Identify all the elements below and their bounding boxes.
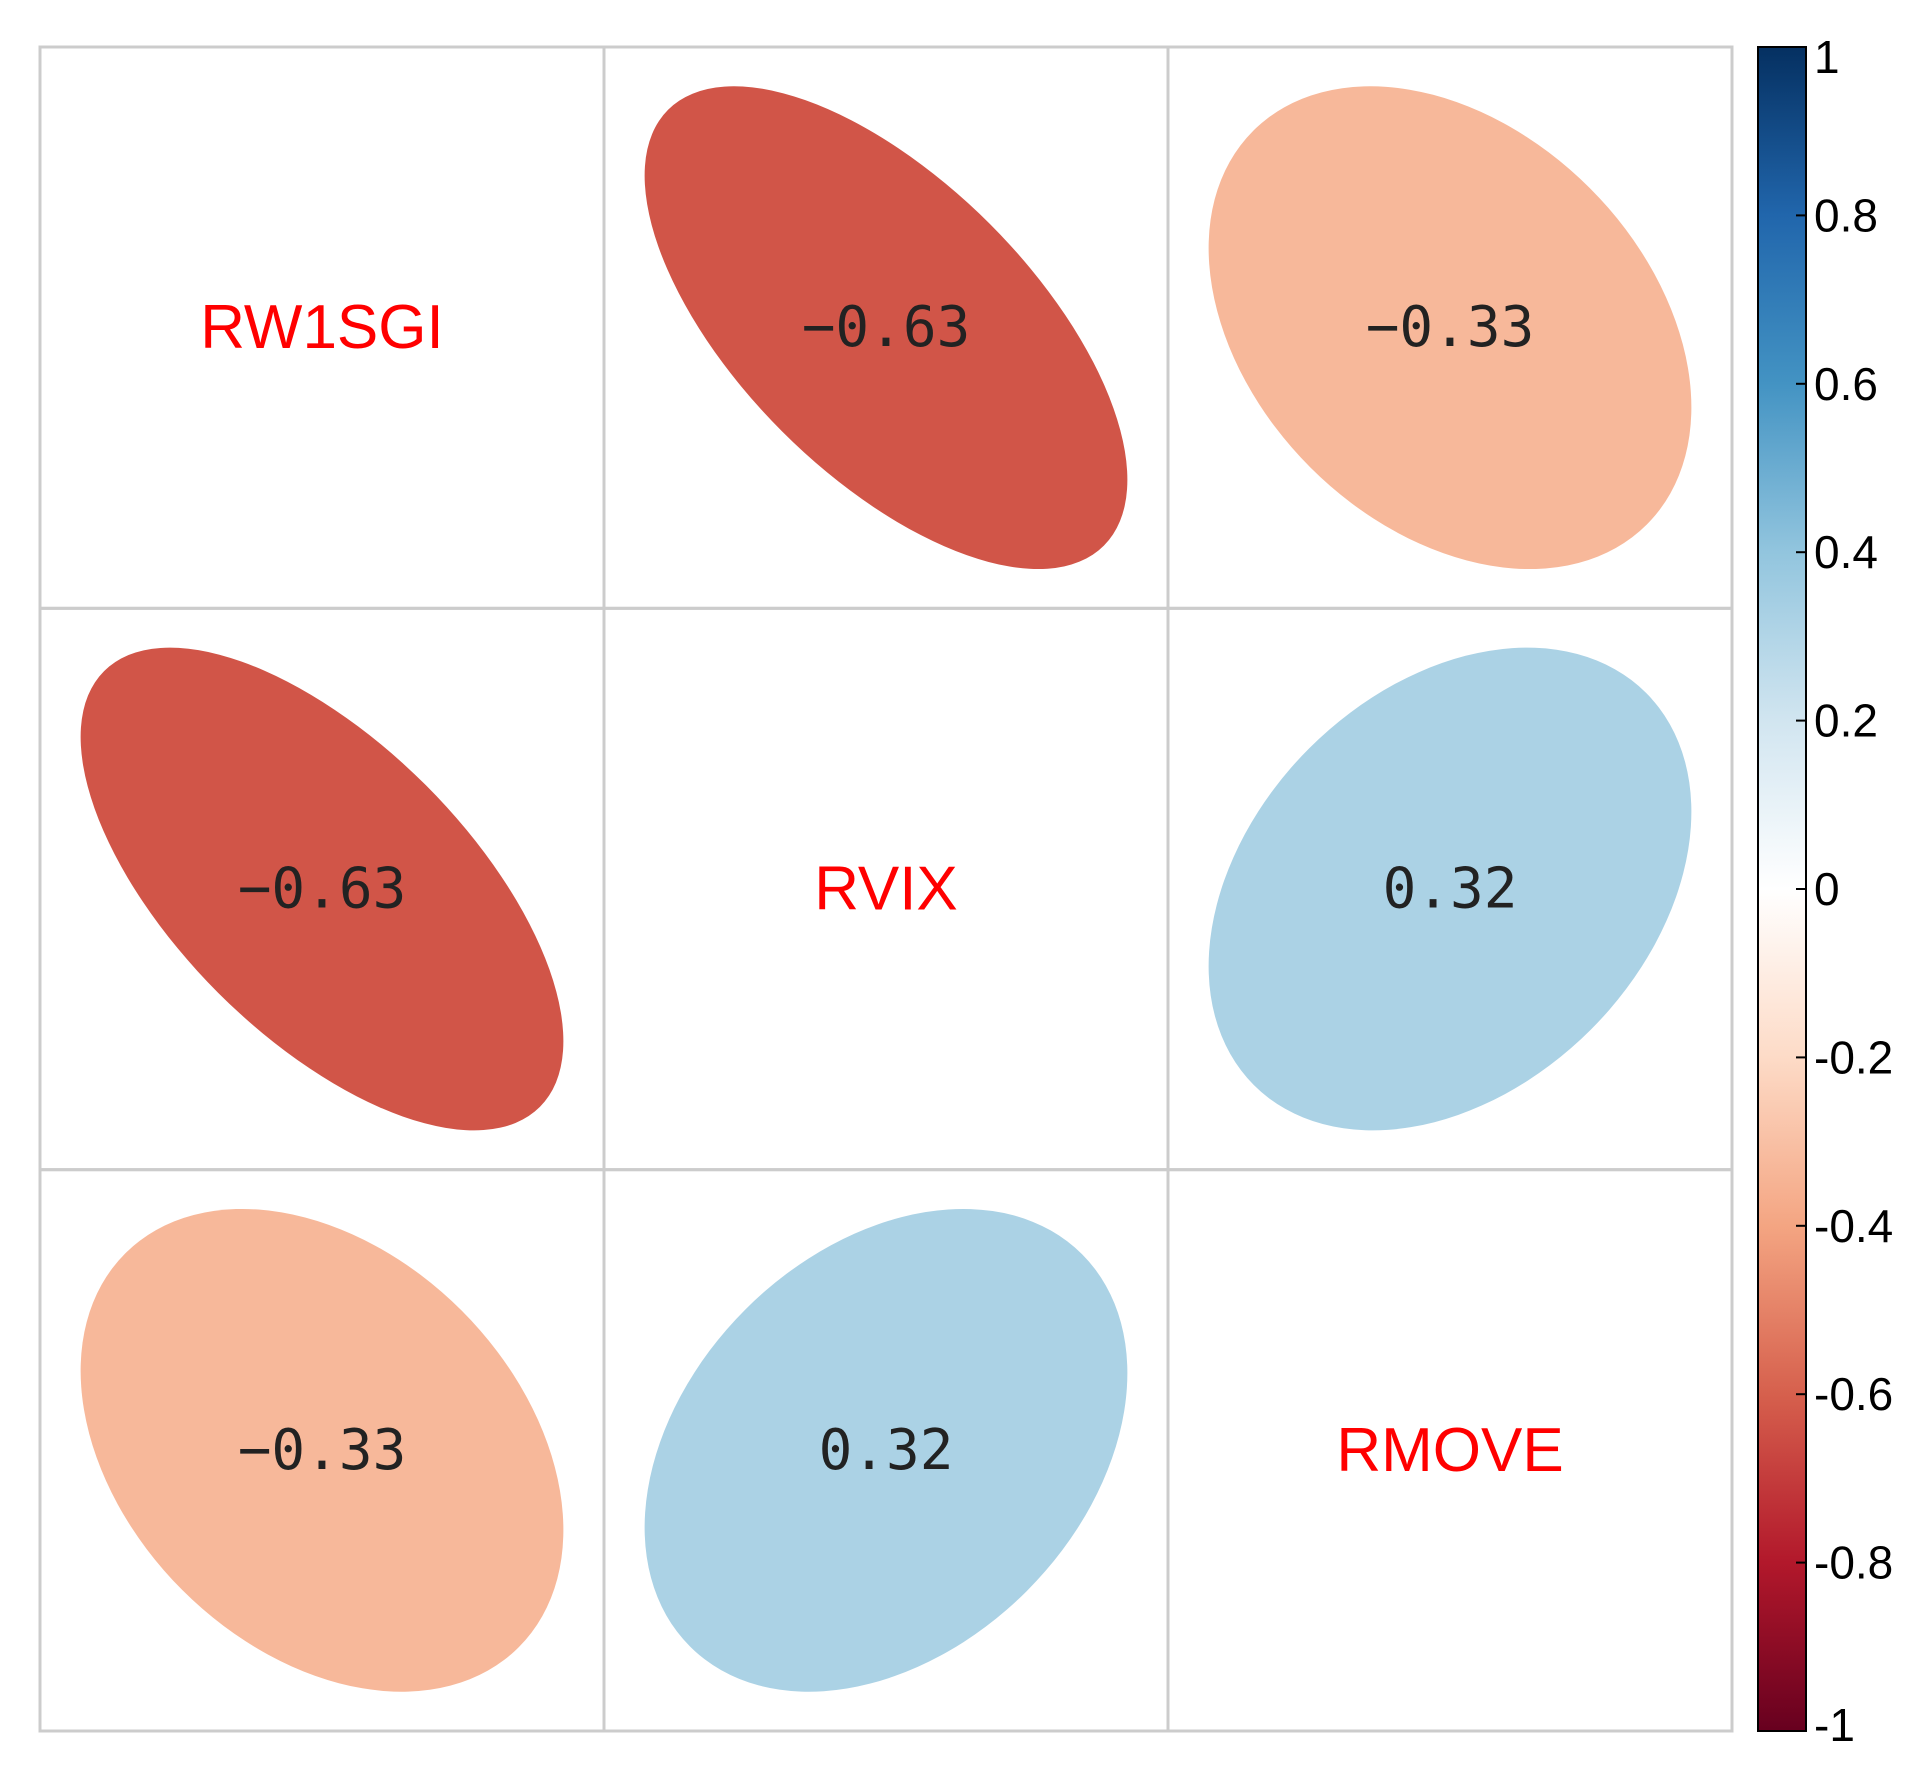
variable-label: RW1SGI bbox=[200, 293, 443, 362]
coefficient-label: −0.63 bbox=[802, 295, 971, 360]
colorbar-tick-label: -0.8 bbox=[1814, 1537, 1893, 1589]
coefficient-label: −0.63 bbox=[238, 857, 407, 922]
grid-cell bbox=[1166, 1168, 1734, 1733]
variable-label: RVIX bbox=[814, 855, 958, 924]
colorbar-tick-label: 0.8 bbox=[1814, 189, 1878, 241]
colorbar-tick-label: -0.6 bbox=[1814, 1368, 1893, 1420]
coefficient-label: −0.33 bbox=[1366, 295, 1535, 360]
colorbar-tick-label: 0.6 bbox=[1814, 358, 1878, 410]
correlation-ellipse bbox=[644, 86, 1128, 570]
colorbar: 1 0.8 0.6 0.4 0.2 0 -0.2 -0.4 -0.6 -0.8 -1 bbox=[1757, 31, 1893, 1751]
colorbar-tick-label: -0.4 bbox=[1814, 1200, 1893, 1252]
correlation-matrix: RW1SGI −0.63 −0.33 −0.63 RVIX 0.32 −0.33 0.32 RM… bbox=[38, 45, 1734, 1733]
correlation-ellipse bbox=[1208, 86, 1692, 570]
colorbar-tick-label: 0.2 bbox=[1814, 695, 1878, 747]
correlation-ellipse bbox=[80, 647, 564, 1131]
coefficient-label: −0.33 bbox=[238, 1418, 407, 1483]
coefficient-label: 0.32 bbox=[1383, 857, 1518, 922]
correlation-ellipse bbox=[644, 1208, 1128, 1692]
correlation-ellipse bbox=[1208, 647, 1692, 1131]
colorbar-tick-label: 1 bbox=[1814, 31, 1840, 83]
variable-label: RMOVE bbox=[1336, 1416, 1563, 1485]
colorbar-tick-label: -1 bbox=[1814, 1699, 1855, 1751]
colorbar-tick-label: -0.2 bbox=[1814, 1031, 1893, 1083]
colorbar-tick-label: 0.4 bbox=[1814, 526, 1878, 578]
colorbar-tick-label: 0 bbox=[1814, 863, 1840, 915]
coefficient-label: 0.32 bbox=[819, 1418, 954, 1483]
correlation-ellipse bbox=[80, 1208, 564, 1692]
